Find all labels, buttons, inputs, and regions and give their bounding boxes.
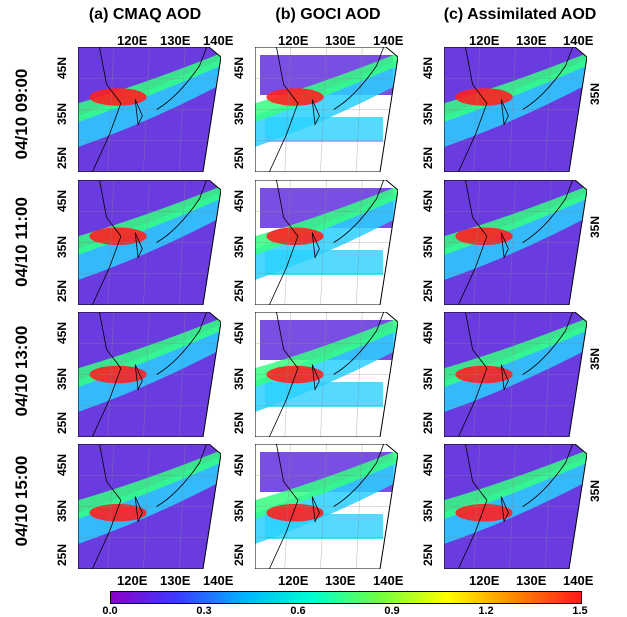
aod-map-panel bbox=[255, 312, 398, 437]
lon-tick-bottom: 140E bbox=[203, 573, 234, 588]
colorbar-tick: 0.0 bbox=[102, 605, 118, 617]
aod-map-panel bbox=[78, 312, 221, 437]
lat-tick: 25N bbox=[55, 147, 69, 170]
aod-map-panel bbox=[255, 444, 398, 569]
colorbar-tick: 0.3 bbox=[196, 605, 212, 617]
lon-tick-bottom: 120E bbox=[469, 573, 500, 588]
lat-tick: 25N bbox=[232, 280, 246, 303]
lon-tick-top: 130E bbox=[516, 33, 547, 48]
lat-tick: 45N bbox=[232, 190, 246, 213]
column-title-goci: (b) GOCI AOD bbox=[275, 6, 381, 23]
colorbar bbox=[110, 591, 582, 604]
lon-tick-top: 120E bbox=[117, 33, 148, 48]
lon-tick-top: 130E bbox=[160, 33, 191, 48]
lat-tick: 35N bbox=[55, 500, 69, 523]
colorbar-tick: 1.2 bbox=[478, 605, 494, 617]
lat-tick: 35N bbox=[55, 368, 69, 391]
lat-tick: 25N bbox=[55, 280, 69, 303]
row-label-1100: 04/10 11:00 bbox=[12, 197, 31, 287]
aod-map-panel bbox=[78, 444, 221, 569]
aod-map-panel bbox=[444, 312, 587, 437]
colorbar-tick: 0.9 bbox=[384, 605, 400, 617]
aod-map-panel bbox=[78, 47, 221, 172]
lon-tick-bottom: 130E bbox=[516, 573, 547, 588]
lat-tick: 25N bbox=[55, 544, 69, 567]
lat-tick: 45N bbox=[55, 322, 69, 345]
aod-map-panel bbox=[255, 180, 398, 305]
lat-tick: 45N bbox=[421, 322, 435, 345]
lat-tick: 45N bbox=[55, 57, 69, 80]
lat-tick: 45N bbox=[232, 454, 246, 477]
lat-tick: 35N bbox=[421, 236, 435, 259]
lon-tick-bottom: 130E bbox=[325, 573, 356, 588]
aod-map-panel bbox=[444, 180, 587, 305]
lat-tick: 35N bbox=[232, 368, 246, 391]
lon-tick-top: 140E bbox=[203, 33, 234, 48]
lat-tick: 45N bbox=[55, 190, 69, 213]
lon-tick-bottom: 140E bbox=[563, 573, 594, 588]
lat-tick: 25N bbox=[421, 280, 435, 303]
row-label-1500: 04/10 15:00 bbox=[12, 455, 31, 547]
aod-map-panel bbox=[255, 47, 398, 172]
lon-tick-top: 120E bbox=[278, 33, 309, 48]
colorbar-tick: 1.5 bbox=[572, 605, 588, 617]
lat-tick: 35N bbox=[421, 103, 435, 126]
lat-tick: 25N bbox=[232, 412, 246, 435]
lat-tick: 35N bbox=[421, 368, 435, 391]
lat-tick: 45N bbox=[55, 454, 69, 477]
column-title-cmaq: (a) CMAQ AOD bbox=[88, 6, 202, 23]
lat-tick-right: 35N bbox=[588, 348, 602, 371]
lat-tick-right: 35N bbox=[588, 216, 602, 239]
lat-tick: 25N bbox=[421, 412, 435, 435]
lat-tick: 25N bbox=[55, 412, 69, 435]
lat-tick: 25N bbox=[421, 147, 435, 170]
aod-map-panel bbox=[444, 444, 587, 569]
lat-tick: 35N bbox=[232, 236, 246, 259]
colorbar-tick: 0.6 bbox=[290, 605, 306, 617]
lat-tick-right: 35N bbox=[588, 83, 602, 106]
lon-tick-top: 120E bbox=[469, 33, 500, 48]
row-label-1300: 04/10 13:00 bbox=[12, 325, 31, 417]
lat-tick: 35N bbox=[55, 236, 69, 259]
lat-tick: 25N bbox=[232, 147, 246, 170]
lat-tick: 45N bbox=[232, 57, 246, 80]
column-title-assimilated: (c) Assimilated AOD bbox=[443, 6, 597, 23]
aod-map-panel bbox=[78, 180, 221, 305]
lat-tick: 35N bbox=[55, 103, 69, 126]
lat-tick: 25N bbox=[232, 544, 246, 567]
lat-tick: 45N bbox=[232, 322, 246, 345]
aod-map-panel bbox=[444, 47, 587, 172]
lat-tick: 35N bbox=[232, 103, 246, 126]
lat-tick: 45N bbox=[421, 190, 435, 213]
lat-tick: 25N bbox=[421, 544, 435, 567]
lat-tick: 45N bbox=[421, 454, 435, 477]
lat-tick: 35N bbox=[421, 500, 435, 523]
lon-tick-bottom: 120E bbox=[278, 573, 309, 588]
lat-tick-right: 35N bbox=[588, 480, 602, 503]
lon-tick-bottom: 120E bbox=[117, 573, 148, 588]
lat-tick: 35N bbox=[232, 500, 246, 523]
lon-tick-bottom: 140E bbox=[373, 573, 404, 588]
lat-tick: 45N bbox=[421, 57, 435, 80]
lon-tick-top: 140E bbox=[373, 33, 404, 48]
lon-tick-top: 140E bbox=[563, 33, 594, 48]
lon-tick-top: 130E bbox=[325, 33, 356, 48]
lon-tick-bottom: 130E bbox=[160, 573, 191, 588]
